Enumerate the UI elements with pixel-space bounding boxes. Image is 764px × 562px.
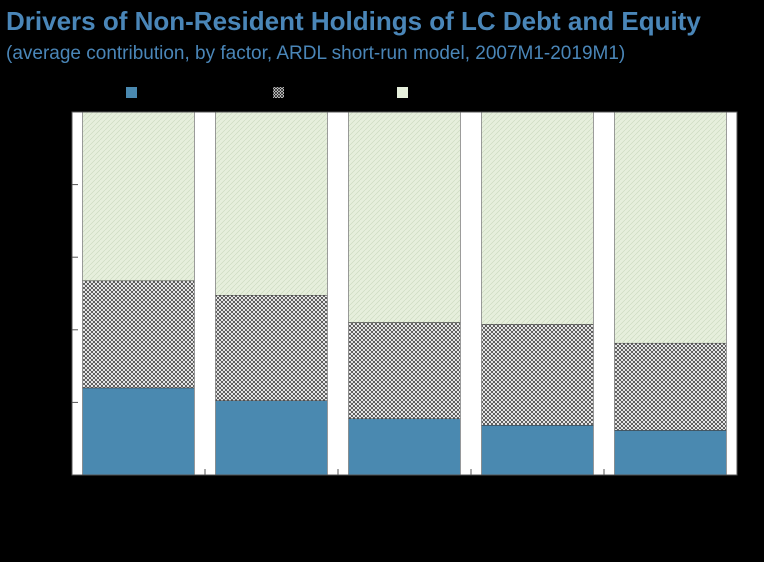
legend-item-series-3 <box>397 87 414 98</box>
bar-segment-series-1-cat-5 <box>614 430 727 476</box>
legend-item-series-1 <box>126 87 143 98</box>
legend-swatch-series-2 <box>273 87 284 98</box>
bar-segment-series-3-cat-2 <box>215 111 328 296</box>
bar-segment-series-1-cat-3 <box>348 418 461 476</box>
legend-swatch-series-1 <box>126 87 137 98</box>
legend <box>0 85 764 105</box>
chart-subtitle: (average contribution, by factor, ARDL s… <box>6 43 626 64</box>
bar-segment-series-2-cat-3 <box>348 322 461 419</box>
bar-segment-series-2-cat-5 <box>614 342 727 431</box>
bar-segment-series-1-cat-1 <box>82 387 195 476</box>
legend-item-series-2 <box>273 87 290 98</box>
bar-segment-series-2-cat-4 <box>481 324 594 426</box>
bar-segment-series-1-cat-4 <box>481 425 594 476</box>
bar-segment-series-2-cat-1 <box>82 280 195 389</box>
bar-segment-series-3-cat-3 <box>348 111 461 323</box>
chart-title: Drivers of Non-Resident Holdings of LC D… <box>6 6 701 36</box>
legend-swatch-series-3 <box>397 87 408 98</box>
bar-segment-series-2-cat-2 <box>215 295 328 401</box>
bar-segment-series-3-cat-5 <box>614 111 727 344</box>
bar-segment-series-3-cat-4 <box>481 111 594 325</box>
bar-segment-series-1-cat-2 <box>215 400 328 476</box>
plot-border <box>71 111 738 476</box>
bar-segment-series-3-cat-1 <box>82 111 195 282</box>
